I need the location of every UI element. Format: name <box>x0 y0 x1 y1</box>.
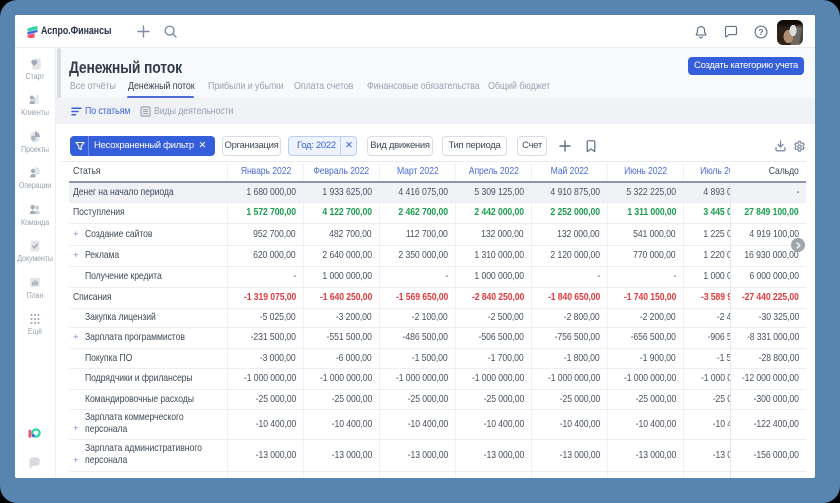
svg-text:?: ? <box>758 27 763 36</box>
